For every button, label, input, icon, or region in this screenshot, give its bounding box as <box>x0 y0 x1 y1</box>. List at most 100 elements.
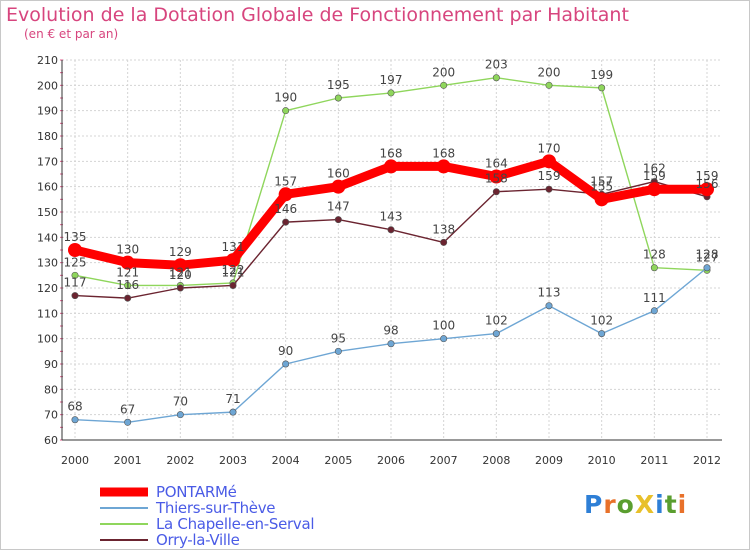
data-point-3 <box>545 185 553 193</box>
x-tick-label: 2010 <box>588 454 616 467</box>
data-point-3 <box>124 294 132 302</box>
data-label-0: 159 <box>696 169 719 183</box>
data-point-2 <box>650 264 658 272</box>
data-point-1 <box>492 330 500 338</box>
x-tick-label: 2006 <box>377 454 405 467</box>
logo-letter: o <box>616 490 635 519</box>
label-layer: 135 130 129 131 157 160 168 168 164 170 155 159 159 6… <box>64 58 719 417</box>
series-layer <box>68 74 714 426</box>
data-point-1 <box>650 307 658 315</box>
plot-area <box>62 60 722 440</box>
legend-item-orry-la-ville[interactable]: Orry-la-Ville <box>98 531 428 549</box>
data-point-1 <box>176 411 184 419</box>
data-point-1 <box>545 302 553 310</box>
data-label-2: 200 <box>538 65 561 79</box>
data-label-0: 168 <box>380 146 403 160</box>
logo-letter: t <box>664 490 678 519</box>
y-tick-label: 120 <box>37 282 58 295</box>
data-point-3 <box>71 292 79 300</box>
data-label-0: 159 <box>643 169 666 183</box>
data-label-0: 170 <box>538 141 561 155</box>
legend-item-pontarme[interactable]: PONTARMé <box>98 483 428 501</box>
x-tick-label: 2007 <box>430 454 458 467</box>
data-label-1: 100 <box>432 319 455 333</box>
data-label-0: 135 <box>64 230 87 244</box>
data-point-1 <box>334 347 342 355</box>
y-tick-label: 110 <box>37 307 58 320</box>
data-label-1: 128 <box>696 248 719 262</box>
data-label-0: 168 <box>432 146 455 160</box>
data-point-0 <box>542 154 556 169</box>
data-point-2 <box>440 81 448 89</box>
data-point-0 <box>489 169 504 184</box>
data-label-3: 138 <box>432 222 455 236</box>
y-tick-label: 60 <box>44 434 58 447</box>
data-point-1 <box>440 335 448 343</box>
data-label-2: 199 <box>590 68 613 82</box>
data-label-2: 122 <box>222 263 245 277</box>
y-tick-label: 70 <box>44 409 58 422</box>
y-tick-label: 140 <box>37 231 58 244</box>
data-point-1 <box>229 408 237 416</box>
data-label-1: 90 <box>278 344 293 358</box>
x-tick-label: 2011 <box>640 454 668 467</box>
data-label-0: 129 <box>169 245 192 259</box>
data-point-0 <box>173 258 188 273</box>
logo-letter: P <box>584 490 604 519</box>
data-label-3: 121 <box>222 265 245 279</box>
data-point-2 <box>598 84 606 92</box>
chart-title: Evolution de la Dotation Globale de Fonc… <box>6 4 629 26</box>
data-label-1: 71 <box>225 392 240 406</box>
data-label-3: 143 <box>380 210 403 224</box>
y-tick-label: 100 <box>37 333 58 346</box>
data-label-2: 195 <box>327 78 350 92</box>
data-point-1 <box>71 416 79 424</box>
logo-letter: i <box>677 490 688 519</box>
data-point-1 <box>124 418 132 426</box>
data-label-2: 128 <box>643 248 666 262</box>
data-point-2 <box>545 81 553 89</box>
data-point-3 <box>176 284 184 292</box>
x-tick-label: 2012 <box>693 454 721 467</box>
x-tick-label: 2001 <box>114 454 142 467</box>
data-label-3: 116 <box>116 278 139 292</box>
data-label-0: 160 <box>327 167 350 181</box>
data-point-1 <box>387 340 395 348</box>
y-tick-label: 130 <box>37 257 58 270</box>
data-label-3: 120 <box>169 268 192 282</box>
data-label-1: 102 <box>485 314 508 328</box>
data-point-0 <box>120 255 135 270</box>
data-point-3 <box>492 188 500 196</box>
data-point-2 <box>334 94 342 102</box>
legend-item-la-chapelle-en-serval[interactable]: La Chapelle-en-Serval <box>98 515 428 533</box>
data-point-3 <box>440 238 448 246</box>
legend-swatch-orry-la-ville <box>100 539 148 541</box>
data-label-3: 117 <box>64 276 87 290</box>
data-label-3: 158 <box>485 172 508 186</box>
data-label-2: 127 <box>696 250 719 264</box>
data-point-0 <box>647 182 662 197</box>
legend-item-thiers-sur-theve[interactable]: Thiers-sur-Thève <box>98 499 428 517</box>
data-point-2 <box>71 271 79 279</box>
data-point-0 <box>68 243 82 257</box>
legend-label: Orry-la-Ville <box>156 531 240 549</box>
data-point-0 <box>594 192 609 207</box>
data-label-1: 95 <box>331 331 346 345</box>
y-tick-label: 90 <box>44 358 58 371</box>
x-tick-label: 2002 <box>166 454 194 467</box>
x-tick-label: 2000 <box>61 454 89 467</box>
data-point-1 <box>703 264 711 272</box>
proxiti-logo[interactable]: ProXiti <box>584 490 687 519</box>
data-label-2: 121 <box>169 265 192 279</box>
legend-label: Thiers-sur-Thève <box>156 499 276 517</box>
data-label-1: 70 <box>173 395 188 409</box>
data-point-3 <box>229 281 237 289</box>
data-label-3: 162 <box>643 162 666 176</box>
data-point-0 <box>278 187 293 202</box>
y-tick-label: 200 <box>37 79 58 92</box>
data-point-3 <box>387 226 395 234</box>
data-label-1: 98 <box>383 324 398 338</box>
data-label-0: 155 <box>590 179 613 193</box>
x-tick-label: 2009 <box>535 454 563 467</box>
